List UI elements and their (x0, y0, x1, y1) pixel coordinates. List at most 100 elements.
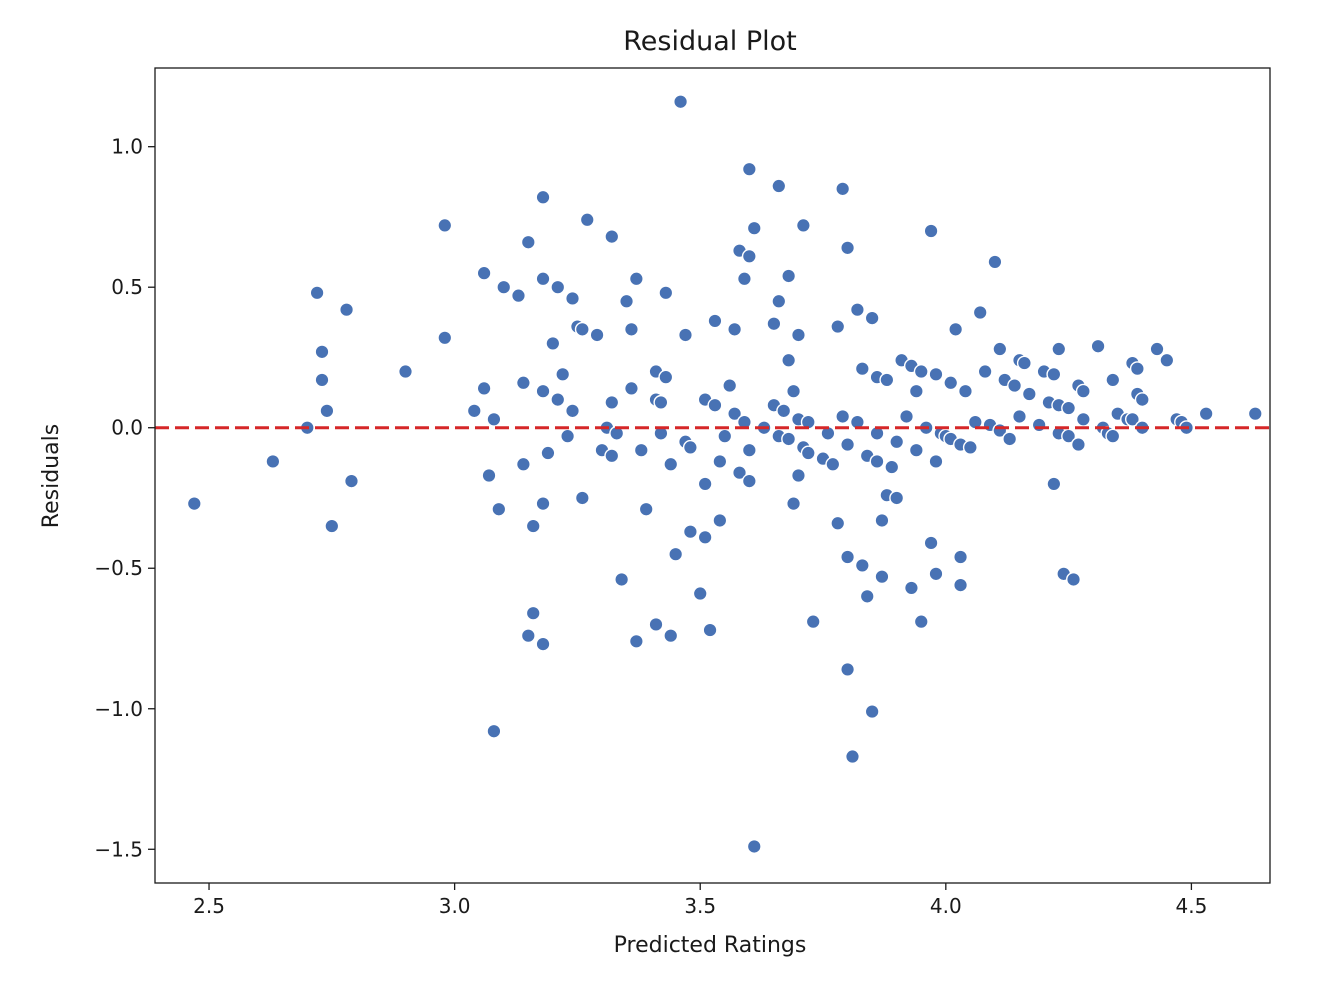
scatter-point (854, 361, 870, 377)
y-tick-label: −1.0 (94, 697, 143, 721)
x-tick-label: 4.5 (1176, 894, 1208, 918)
scatter-point (840, 437, 856, 453)
scatter-point (309, 285, 325, 301)
scatter-point (476, 265, 492, 281)
scatter-point (343, 473, 359, 489)
y-axis-label: Residuals (39, 424, 64, 528)
scatter-point (623, 321, 639, 337)
scatter-point (859, 588, 875, 604)
scatter-point (1159, 352, 1175, 368)
x-axis-label: Predicted Ratings (614, 933, 807, 958)
scatter-point (550, 392, 566, 408)
scatter-point (682, 524, 698, 540)
scatter-point (987, 254, 1003, 270)
scatter-point (1002, 431, 1018, 447)
scatter-point (1129, 361, 1145, 377)
scatter-point (604, 394, 620, 410)
scatter-point (491, 501, 507, 517)
scatter-point (913, 614, 929, 630)
scatter-point (314, 372, 330, 388)
scatter-point (825, 456, 841, 472)
plot-frame (154, 67, 1271, 884)
y-tick-label: 0.5 (111, 275, 143, 299)
chart-title: Residual Plot (623, 26, 797, 57)
scatter-point (604, 448, 620, 464)
scatter-point (707, 397, 723, 413)
scatter-point (1021, 386, 1037, 402)
scatter-point (790, 468, 806, 484)
scatter-point (953, 577, 969, 593)
scatter-point (1051, 341, 1067, 357)
scatter-point (565, 403, 581, 419)
scatter-point (889, 434, 905, 450)
scatter-point (889, 490, 905, 506)
scatter-point (510, 288, 526, 304)
scatter-point (972, 305, 988, 321)
scatter-point (1075, 383, 1091, 399)
scatter-point (1134, 392, 1150, 408)
scatter-point (658, 369, 674, 385)
scatter-point (741, 248, 757, 264)
scatter-point (520, 628, 536, 644)
scatter-point (741, 473, 757, 489)
scatter-point (1031, 417, 1047, 433)
scatter-point (1124, 411, 1140, 427)
scatter-point (830, 319, 846, 335)
scatter-point (835, 181, 851, 197)
scatter-point (722, 378, 738, 394)
scatter-point (899, 408, 915, 424)
scatter-point (628, 633, 644, 649)
scatter-point (682, 439, 698, 455)
scatter-point (712, 512, 728, 528)
scatter-points (186, 94, 1263, 854)
scatter-point (486, 723, 502, 739)
scatter-point (840, 661, 856, 677)
scatter-point (520, 234, 536, 250)
scatter-point (746, 838, 762, 854)
scatter-point (805, 614, 821, 630)
scatter-point (840, 549, 856, 565)
scatter-point (736, 271, 752, 287)
scatter-point (668, 546, 684, 562)
scatter-point (957, 383, 973, 399)
scatter-point (535, 636, 551, 652)
scatter-point (948, 321, 964, 337)
scatter-point (628, 271, 644, 287)
scatter-point (535, 383, 551, 399)
scatter-point (565, 290, 581, 306)
scatter-point (579, 212, 595, 228)
scatter-point (835, 408, 851, 424)
scatter-point (535, 189, 551, 205)
y-tick-label: 0.0 (111, 416, 143, 440)
scatter-point (614, 571, 630, 587)
scatter-point (844, 749, 860, 765)
scatter-point (515, 456, 531, 472)
scatter-point (879, 372, 895, 388)
scatter-point (515, 375, 531, 391)
scatter-point (535, 496, 551, 512)
scatter-point (795, 217, 811, 233)
scatter-point (903, 580, 919, 596)
scatter-point (540, 445, 556, 461)
scatter-point (781, 431, 797, 447)
scatter-point (1007, 378, 1023, 394)
scatter-point (186, 496, 202, 512)
scatter-point (908, 442, 924, 458)
scatter-point (727, 321, 743, 337)
scatter-point (1066, 571, 1082, 587)
scatter-point (398, 364, 414, 380)
scatter-point (732, 465, 748, 481)
scatter-point (481, 468, 497, 484)
scatter-point (776, 403, 792, 419)
scatter-point (1198, 406, 1214, 422)
scatter-point (545, 335, 561, 351)
scatter-point (1046, 476, 1062, 492)
scatter-point (884, 459, 900, 475)
scatter-point (766, 316, 782, 332)
x-tick-label: 3.5 (684, 894, 716, 918)
scatter-point (746, 220, 762, 236)
y-tick-label: 1.0 (111, 135, 143, 159)
scatter-point (977, 364, 993, 380)
scatter-point (697, 476, 713, 492)
scatter-point (574, 321, 590, 337)
